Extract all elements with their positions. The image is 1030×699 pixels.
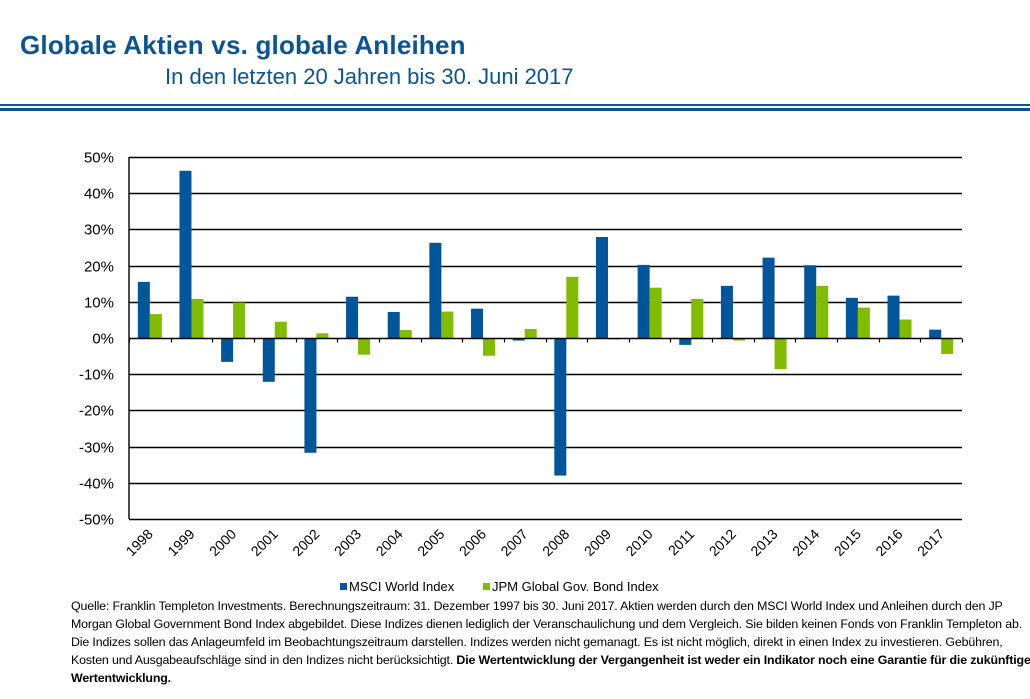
x-tick-label: 2000 (206, 526, 239, 559)
y-tick-label: 20% (84, 259, 114, 276)
x-tick-label: 2006 (456, 526, 489, 559)
bar-msci-2016 (887, 295, 900, 338)
axes (128, 157, 964, 519)
bar-msci-2014 (804, 265, 817, 338)
legend-label-msci: MSCI World Index (349, 579, 455, 594)
bar-msci-2002 (304, 338, 317, 453)
x-tick-label: 1998 (123, 526, 156, 559)
bar-msci-2004 (387, 311, 400, 338)
bar-jpm-2011 (691, 298, 704, 338)
bar-jpm-2000 (233, 302, 246, 338)
bar-jpm-2001 (274, 321, 287, 338)
x-tick-label: 1999 (164, 526, 197, 559)
y-tick-label: 0% (92, 331, 114, 348)
bar-jpm-2014 (816, 285, 829, 338)
x-tick-label: 2005 (414, 526, 447, 559)
x-tick-label: 2007 (497, 526, 530, 559)
bar-jpm-2015 (857, 307, 870, 338)
bar-jpm-2003 (358, 338, 371, 355)
x-tick-label: 2001 (248, 526, 281, 559)
y-tick-label: 50% (84, 150, 114, 167)
disclaimer-bold-text: Die Wertentwicklung der Vergangenheit is… (71, 653, 1030, 685)
legend-label-jpm: JPM Global Gov. Bond Index (492, 579, 659, 594)
bar-msci-2017 (929, 329, 942, 338)
x-tick-label: 2014 (789, 526, 822, 559)
x-tick-labels: 1998 1999 2000 2001 2002 2003 2004 2005 2006 2007… (123, 526, 948, 559)
bar-msci-2010 (637, 264, 650, 338)
y-tick-label: -50% (79, 512, 114, 529)
x-tick-label: 2012 (706, 526, 739, 559)
y-tick-label: -20% (79, 403, 114, 420)
bars (137, 170, 954, 476)
bar-jpm-2004 (399, 330, 412, 338)
page-title: Globale Aktien vs. globale Anleihen (20, 30, 466, 60)
bar-msci-2013 (762, 257, 775, 338)
bar-jpm-2010 (649, 287, 662, 338)
x-tick-label: 2015 (831, 526, 864, 559)
x-tick-label: 2017 (914, 526, 947, 559)
bar-msci-2007 (512, 338, 525, 341)
legend-swatch-msci (340, 583, 347, 590)
bar-msci-2001 (262, 338, 275, 382)
legend: MSCI World Index JPM Global Gov. Bond In… (0, 579, 1030, 597)
bar-jpm-2016 (899, 319, 912, 338)
bar-jpm-2007 (524, 328, 537, 338)
x-tick-label: 2010 (622, 526, 655, 559)
bar-jpm-1999 (191, 298, 204, 338)
bar-msci-2000 (221, 338, 234, 362)
legend-item-jpm: JPM Global Gov. Bond Index (483, 579, 659, 594)
legend-item-msci: MSCI World Index (340, 579, 454, 594)
bar-jpm-2013 (774, 338, 787, 370)
header-divider-thin (0, 104, 1030, 106)
x-tick-label: 2016 (872, 526, 905, 559)
y-tick-label: -40% (79, 476, 114, 493)
bar-msci-2011 (679, 338, 692, 345)
y-tick-label: 10% (84, 295, 114, 312)
y-tick-label: -30% (79, 440, 114, 457)
x-tick-label: 2013 (747, 526, 780, 559)
bar-msci-1999 (179, 170, 192, 338)
bar-jpm-2006 (483, 338, 496, 356)
bar-msci-2015 (845, 297, 858, 338)
page-subtitle: In den letzten 20 Jahren bis 30. Juni 20… (165, 64, 574, 89)
bar-jpm-2002 (316, 333, 329, 338)
bar-jpm-2008 (566, 276, 579, 338)
y-tick-label: 30% (84, 222, 114, 239)
legend-swatch-jpm (483, 583, 490, 590)
x-tick-label: 2004 (373, 526, 406, 559)
bar-jpm-2005 (441, 311, 454, 338)
bar-jpm-2012 (732, 338, 745, 341)
bar-jpm-1998 (149, 314, 162, 338)
disclaimer-text: Quelle: Franklin Templeton Investments. … (71, 599, 1022, 667)
y-tick-label: 40% (84, 186, 114, 203)
bar-jpm-2017 (941, 338, 954, 354)
bar-msci-2006 (471, 308, 484, 338)
x-tick-label: 2009 (581, 526, 614, 559)
header-divider-thick (0, 108, 1030, 111)
x-tick-label: 2011 (665, 526, 698, 559)
bar-msci-1998 (137, 281, 150, 338)
source-disclaimer: Quelle: Franklin Templeton Investments. … (71, 597, 1030, 687)
y-tick-label: -10% (79, 367, 114, 384)
bar-chart: 50% 40% 30% 20% 10% 0% -10% -20% -30% -40% -50% 19… (79, 150, 964, 559)
y-tick-labels: 50% 40% 30% 20% 10% 0% -10% -20% -30% -40% -50% (79, 150, 114, 529)
bar-msci-2012 (720, 285, 733, 338)
x-tick-label: 2008 (539, 526, 572, 559)
x-tick-label: 2002 (289, 526, 322, 559)
bar-msci-2008 (554, 338, 567, 476)
x-tick-label: 2003 (331, 526, 364, 559)
bar-msci-2003 (346, 296, 359, 338)
bar-msci-2005 (429, 242, 442, 338)
bar-msci-2009 (595, 237, 608, 338)
